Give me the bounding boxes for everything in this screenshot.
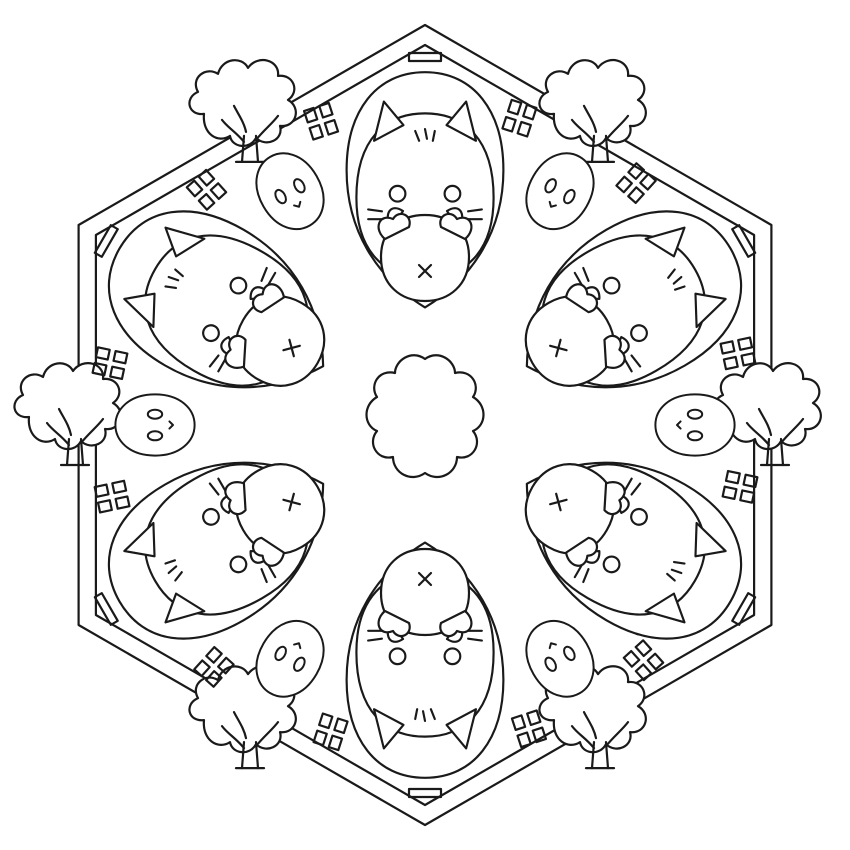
windows-1: [302, 101, 340, 141]
small-cat-4: [377, 547, 473, 643]
windows-10: [93, 479, 131, 514]
windows-11: [91, 346, 129, 381]
tree-top-right: [538, 58, 647, 163]
small-cat-1: [377, 207, 473, 303]
windows-5: [721, 469, 759, 504]
windows-12: [185, 168, 228, 211]
inner-hexagon-frame: [94, 43, 756, 807]
windows-4: [719, 336, 757, 371]
side-cat-2: [654, 393, 736, 457]
windows-3: [615, 162, 657, 205]
edge-bar-bottom: [407, 787, 443, 799]
tree-top: [188, 58, 297, 163]
tree-left: [13, 362, 122, 467]
outer-hexagon-frame: [77, 23, 773, 827]
windows-8: [312, 712, 349, 752]
windows-2: [501, 98, 538, 138]
edge-bar-top: [407, 51, 443, 63]
side-cat-5: [114, 393, 196, 457]
windows-6: [622, 639, 665, 682]
center-flower: [365, 354, 485, 479]
